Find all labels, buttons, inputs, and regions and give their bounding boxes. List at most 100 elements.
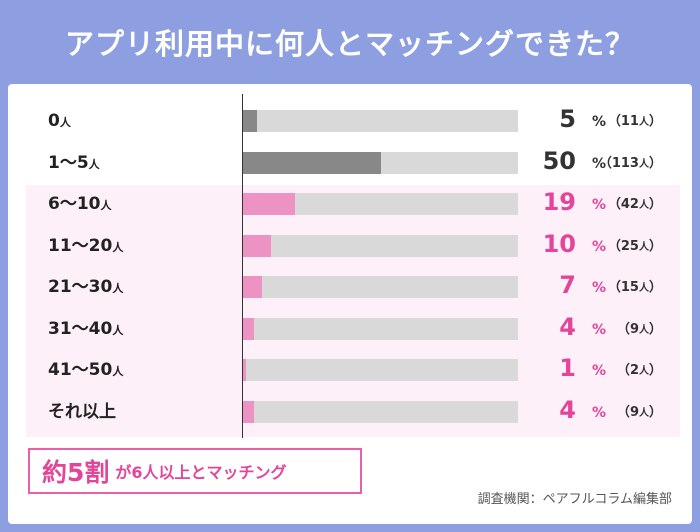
count-label: （2人） (617, 362, 662, 381)
count-label: （9人） (617, 404, 662, 423)
bar-track (243, 234, 518, 257)
bar (243, 193, 296, 215)
count-open: （ (598, 155, 612, 171)
count-close: ） (648, 114, 662, 129)
count-close: ） (648, 363, 662, 378)
percent-label: 19 (542, 188, 576, 216)
count-unit: 人 (638, 158, 649, 170)
table-row: 0人 5% （11人） (8, 105, 692, 133)
bar-track (243, 110, 518, 132)
percent-sign: % (592, 197, 607, 213)
percent-label: 7 (559, 271, 576, 299)
percent-sign: % (592, 321, 607, 338)
percent-label: 4 (559, 395, 576, 424)
count-label: （25人） (608, 238, 662, 257)
count-number: 9 (629, 321, 639, 337)
chart-title: アプリ利用中に何人とマッチングできた？ (64, 27, 635, 61)
count-number: 11 (620, 114, 639, 129)
count-open: （ (607, 114, 621, 129)
bar (243, 151, 381, 174)
count-label: （11人） (608, 113, 662, 132)
category-label: それ以上 (48, 401, 116, 423)
count-open: （ (607, 280, 621, 295)
bar-track (243, 276, 518, 298)
count-label: （42人） (608, 196, 662, 215)
bar (243, 276, 263, 298)
count-unit: 人 (638, 366, 649, 377)
table-row: 21～30人 7% （15人） (8, 271, 692, 299)
category-label: 1～5人 (48, 152, 100, 174)
count-close: ） (648, 280, 662, 295)
count-unit: 人 (638, 117, 649, 128)
category-label: 31～40人 (48, 318, 123, 340)
category-label-main: 6～10 (48, 194, 101, 214)
count-close: ） (648, 197, 662, 212)
category-label: 0人 (48, 110, 71, 132)
count-open: （ (616, 363, 630, 378)
bar-track (243, 400, 518, 423)
category-label-unit: 人 (59, 116, 71, 129)
category-label-main: 0 (48, 111, 60, 131)
count-number: 15 (620, 280, 639, 295)
table-row: 41～50人 1% （2人） (8, 354, 692, 382)
count-unit: 人 (638, 283, 649, 294)
count-open: （ (607, 197, 621, 212)
count-close: ） (648, 321, 662, 337)
table-row: 31～40人 4% （9人） (8, 313, 692, 341)
highlight-band (26, 185, 680, 437)
percent-label: 10 (542, 229, 576, 258)
count-unit: 人 (638, 407, 649, 419)
category-label: 11～20人 (48, 235, 123, 257)
bar (243, 234, 271, 257)
category-label-main: 41～50 (48, 360, 113, 380)
percent-sign: % (592, 114, 607, 130)
bar (243, 110, 257, 132)
bar-track (243, 193, 518, 215)
callout-text: が6人以上とマッチング (115, 463, 287, 482)
bar (243, 317, 254, 340)
bar-track (243, 317, 518, 340)
count-close: ） (648, 238, 662, 254)
callout-emphasis: 約5割 (42, 458, 110, 487)
percent-label: 5 (559, 105, 576, 133)
count-close: ） (648, 404, 662, 420)
count-open: （ (616, 321, 630, 337)
count-unit: 人 (638, 200, 649, 211)
count-number: 2 (629, 363, 639, 378)
bar-track (243, 151, 518, 174)
count-label: （15人） (608, 279, 662, 298)
count-number: 42 (620, 197, 639, 212)
category-label-unit: 人 (100, 199, 112, 212)
category-label-main: 11～20 (48, 235, 113, 256)
percent-label: 1 (559, 354, 576, 382)
count-number: 9 (629, 404, 639, 420)
table-row: 11～20人 10% （25人） (8, 230, 692, 258)
category-label: 21～30人 (48, 276, 123, 298)
percent-label: 4 (559, 312, 576, 341)
chart-panel: 0人 5% （11人） 1～5人 50% （113人） 6～10人 19% （42人） 11～20… (8, 84, 692, 524)
count-open: （ (607, 238, 621, 254)
source-note: 調査機関：ペアフルコラム編集部 (477, 492, 672, 507)
category-label-main: 31～40 (48, 318, 113, 339)
count-unit: 人 (638, 324, 649, 336)
percent-sign: % (592, 238, 607, 255)
table-row: 1～5人 50% （113人） (8, 147, 692, 175)
category-label-main: 1～5 (48, 152, 89, 173)
percent-sign: % (592, 363, 607, 379)
category-label-unit: 人 (112, 365, 124, 378)
category-label-unit: 人 (112, 323, 124, 337)
table-row: それ以上 4% （9人） (8, 396, 692, 424)
percent-label: 50 (542, 146, 576, 175)
category-label-main: 21～30 (48, 277, 113, 297)
percent-sign: % (592, 404, 607, 421)
count-unit: 人 (638, 241, 649, 253)
category-label-main: それ以上 (48, 401, 116, 422)
category-label: 41～50人 (48, 359, 123, 381)
percent-sign: % (592, 155, 607, 172)
summary-callout: 約5割 が6人以上とマッチング (28, 448, 362, 494)
bar (243, 400, 254, 423)
table-row: 6～10人 19% （42人） (8, 188, 692, 216)
count-close: ） (648, 155, 662, 171)
count-number: 113 (611, 155, 639, 171)
count-number: 25 (620, 238, 639, 254)
